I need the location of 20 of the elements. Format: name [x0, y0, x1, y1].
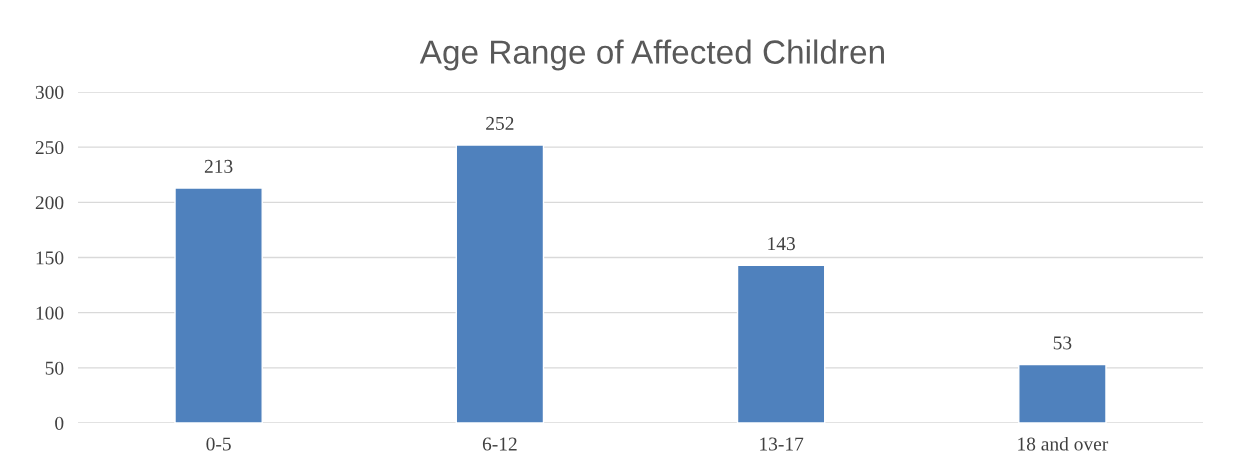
y-tick-label: 200	[35, 196, 64, 210]
data-label: 143	[768, 237, 795, 251]
y-tick-label: 50	[45, 361, 64, 375]
x-tick-label: 18 and over	[1018, 436, 1109, 451]
bar	[174, 187, 263, 423]
x-tick-label: 6-12	[482, 437, 517, 451]
bar	[455, 144, 545, 423]
bar	[736, 264, 826, 423]
y-tick-label: 300	[35, 85, 64, 99]
y-tick-label: 250	[35, 140, 64, 155]
bar	[1018, 363, 1107, 423]
y-tick-label: 0	[55, 416, 64, 430]
data-label: 213	[204, 159, 233, 173]
x-tick-label: 0-5	[206, 437, 231, 451]
chart-title: Age Range of Affected Children	[419, 39, 884, 71]
y-tick-label: 150	[36, 251, 64, 265]
data-label: 252	[486, 116, 514, 130]
data-label: 53	[1053, 336, 1072, 350]
y-tick-label: 100	[36, 306, 64, 320]
x-tick-label: 13-17	[760, 437, 804, 451]
